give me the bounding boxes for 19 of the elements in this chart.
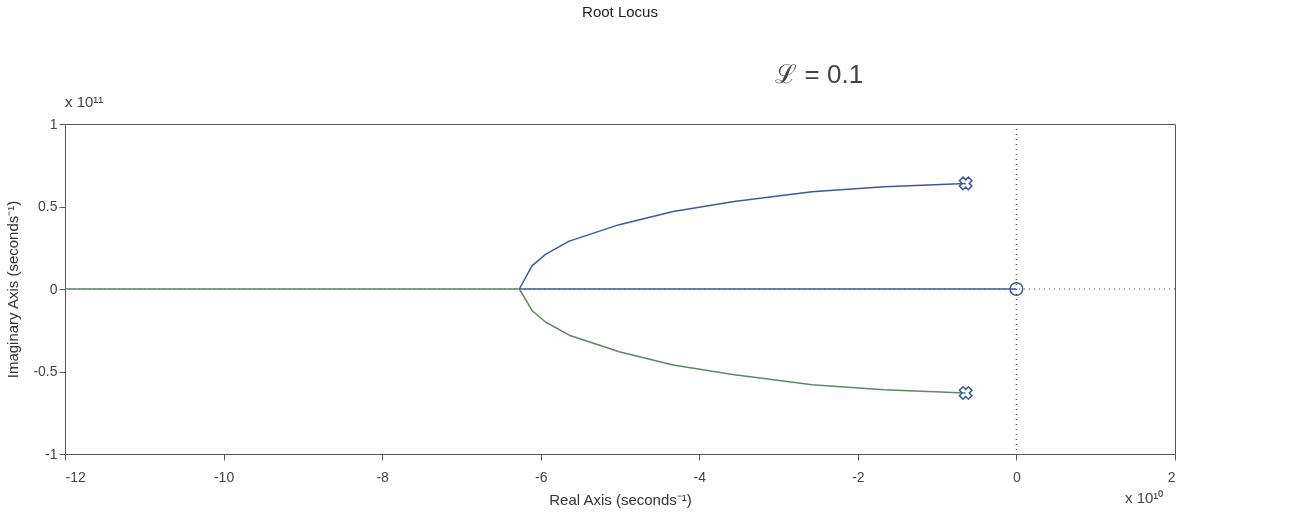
- text: ℒ = 0.1: [775, 59, 864, 89]
- chart-title: Root Locus: [582, 3, 658, 20]
- y-tick-label: 0.5: [38, 198, 58, 214]
- y-tick-label: 1: [49, 115, 58, 132]
- x-axis-title: Real Axis (seconds⁻¹): [549, 490, 692, 508]
- y-tick-label: 0: [49, 280, 58, 297]
- x-tick-label: 0: [1013, 468, 1022, 485]
- y-tick-label: -1: [45, 445, 58, 462]
- x-tick-label: -8: [376, 468, 390, 485]
- x-tick-label: -12: [65, 468, 86, 485]
- x-tick-label: -10: [213, 468, 235, 485]
- text: x 10¹⁰: [1125, 489, 1164, 506]
- x-tick-label: -2: [852, 468, 865, 485]
- x-tick-label: 2: [1167, 468, 1176, 485]
- x-tick-label: -4: [693, 468, 707, 485]
- y-axis-title: Imaginary Axis (seconds⁻¹): [4, 200, 22, 379]
- text: x 10¹¹: [65, 93, 104, 110]
- y-tick-label: -0.5: [33, 363, 58, 379]
- x-tick-label: -6: [534, 468, 548, 485]
